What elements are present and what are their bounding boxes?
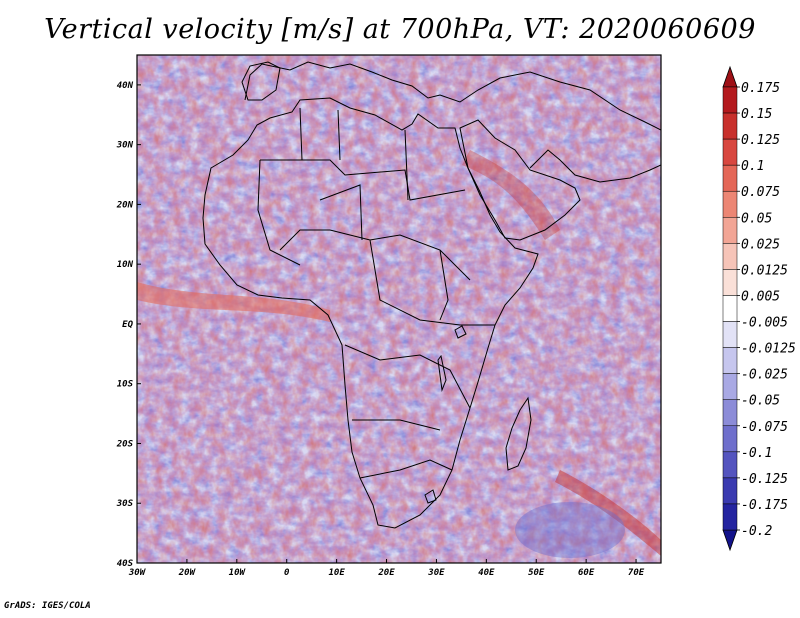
colorbar-segment bbox=[722, 425, 738, 453]
colorbar-segment bbox=[722, 138, 738, 166]
lat-tick-label: 40N bbox=[117, 81, 134, 91]
lat-tick-label: 30S bbox=[116, 499, 134, 509]
colorbar-segment bbox=[722, 503, 738, 531]
border-5 bbox=[279, 184, 449, 321]
colorbar-bottom-arrow bbox=[722, 529, 738, 552]
colorbar-segment bbox=[722, 399, 738, 427]
colorbar-label: 0.05 bbox=[741, 211, 772, 226]
border-1 bbox=[260, 159, 466, 201]
colorbar-segment bbox=[722, 321, 738, 348]
lon-tick-label: 60E bbox=[578, 568, 595, 578]
chart-title: Vertical velocity [m/s] at 700hPa, VT: 2… bbox=[44, 14, 756, 45]
europe-coast bbox=[244, 61, 661, 131]
colorbar-segment bbox=[722, 243, 738, 270]
colorbar-label: 0.1 bbox=[741, 159, 764, 174]
lon-tick-label: 30E bbox=[427, 568, 445, 578]
colorbar-segment bbox=[722, 347, 738, 374]
lon-tick-label: 10W bbox=[229, 568, 247, 578]
lon-tick-label: 0 bbox=[284, 568, 290, 578]
itcz-band bbox=[137, 282, 330, 322]
lon-tick-label: 10E bbox=[328, 568, 345, 578]
colorbar-segment bbox=[722, 269, 738, 296]
lat-tick-label: 10N bbox=[117, 260, 134, 270]
colorbar-label: -0.025 bbox=[741, 368, 788, 383]
colorbar-label: 0.175 bbox=[741, 81, 780, 96]
colorbar-segment bbox=[722, 86, 738, 114]
colorbar-label: -0.0125 bbox=[741, 342, 796, 357]
colorbar-segment bbox=[722, 373, 738, 400]
colorbar-segment bbox=[722, 217, 738, 244]
lon-tick-label: 50E bbox=[528, 568, 545, 578]
arabia-outline bbox=[459, 119, 581, 241]
colorbar-label: 0.15 bbox=[741, 107, 772, 122]
lat-tick-label: 40S bbox=[117, 559, 134, 569]
colorbar-label: 0.005 bbox=[741, 289, 780, 304]
arabia-band bbox=[462, 150, 560, 240]
colorbar-segment bbox=[722, 451, 738, 479]
grads-credit: GrADS: IGES/COLA bbox=[4, 601, 91, 611]
colorbar-label: 0.0125 bbox=[741, 263, 788, 278]
colorbar-label: -0.1 bbox=[741, 446, 772, 461]
lat-tick-label: 10S bbox=[117, 380, 134, 390]
lake-tanganyika bbox=[437, 354, 447, 392]
lat-tick-label: 20S bbox=[116, 439, 134, 449]
border-3 bbox=[329, 229, 495, 326]
colorbar-segment bbox=[722, 164, 738, 192]
madagascar-outline bbox=[505, 396, 532, 471]
colorbar-label: -0.005 bbox=[741, 316, 788, 331]
colorbar-segment bbox=[722, 112, 738, 140]
lat-tick-label: 20N bbox=[116, 200, 134, 210]
colorbar-label: -0.2 bbox=[741, 524, 772, 539]
coastlines-and-borders bbox=[202, 61, 661, 529]
southern-band bbox=[555, 470, 661, 556]
lon-tick-label: 20W bbox=[178, 568, 197, 578]
colorbar-segment bbox=[722, 190, 738, 218]
iberia-outline bbox=[241, 61, 281, 101]
lon-tick-label: 20E bbox=[377, 568, 395, 578]
colorbar-top-arrow bbox=[722, 65, 738, 88]
lesotho bbox=[424, 489, 437, 504]
colorbar-label: 0.025 bbox=[741, 237, 780, 252]
colorbar-label: 0.125 bbox=[741, 133, 780, 148]
map-frame bbox=[136, 54, 662, 564]
downdraft-cell bbox=[515, 502, 625, 558]
lat-tick-label: EQ bbox=[122, 320, 133, 330]
lon-tick-label: 40E bbox=[478, 568, 495, 578]
lon-tick-label: 70E bbox=[628, 568, 645, 578]
border-2 bbox=[257, 107, 409, 266]
colorbar-segment bbox=[722, 477, 738, 505]
border-4 bbox=[344, 344, 471, 479]
colorbar-label: -0.175 bbox=[741, 498, 788, 513]
lake-victoria bbox=[454, 325, 467, 339]
colorbar-label: -0.125 bbox=[741, 472, 788, 487]
colorbar-label: -0.05 bbox=[741, 394, 780, 409]
persian-gulf-coast bbox=[529, 149, 661, 183]
lat-tick-label: 30N bbox=[116, 141, 134, 151]
colorbar-segment bbox=[722, 295, 738, 322]
colorbar-label: 0.075 bbox=[741, 185, 780, 200]
colorbar-label: -0.075 bbox=[741, 420, 788, 435]
lon-tick-label: 30W bbox=[128, 568, 147, 578]
colorbar: 0.175 0.15 0.125 0.1 0.075 0.05 0.025 0.0125 0.0… bbox=[722, 65, 796, 552]
